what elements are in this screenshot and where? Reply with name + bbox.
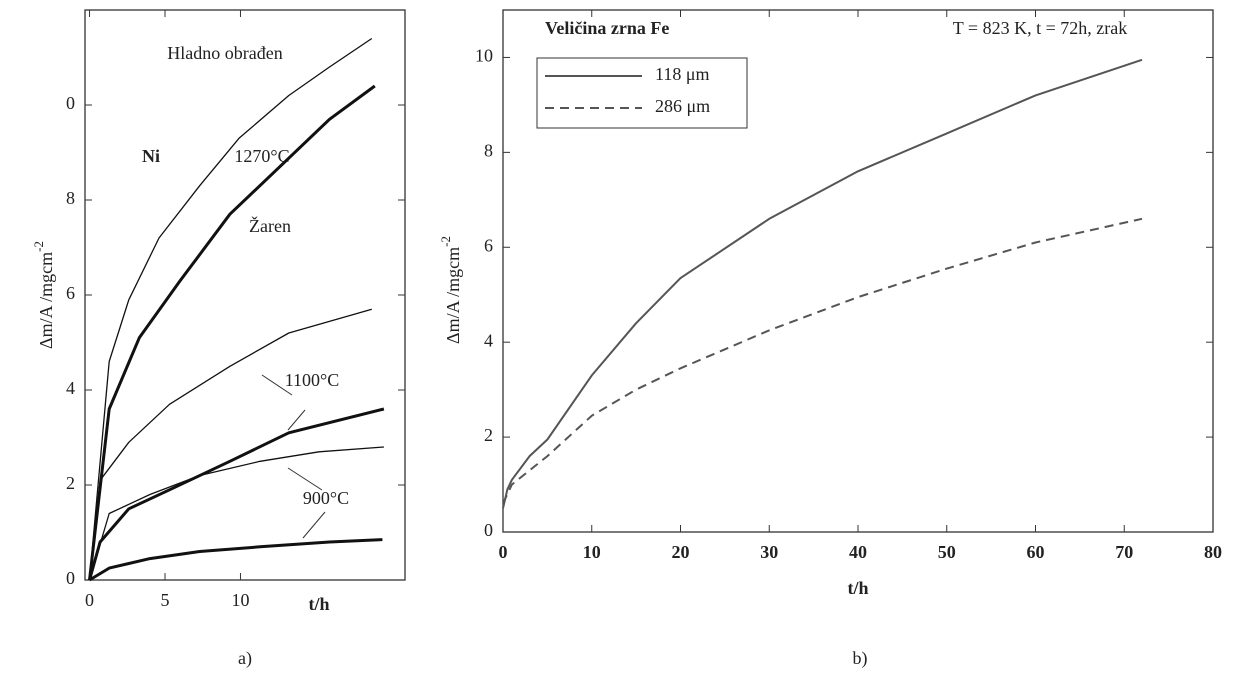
series-line: [502, 58, 1143, 509]
y-tick-label: 8: [66, 188, 75, 208]
x-tick-label: 60: [1027, 542, 1045, 562]
y-tick-label: 6: [484, 235, 493, 255]
x-tick-label: 30: [760, 542, 778, 562]
x-tick-label: 10: [231, 590, 249, 610]
y-label-text: Δm/A /mgcm: [36, 252, 56, 349]
annotation: Žaren: [249, 215, 291, 236]
y-tick-label: 0: [484, 520, 493, 540]
y-tick-label: 4: [484, 330, 493, 350]
y-tick-label: 6: [66, 283, 75, 303]
y-label-sup: -2: [31, 241, 46, 252]
x-axis-label: t/h: [308, 594, 329, 614]
legend-label: 286 μm: [655, 96, 710, 116]
series-line: [88, 446, 384, 581]
y-tick-label: 4: [66, 378, 75, 398]
y-tick-label: 2: [484, 425, 493, 445]
series-line: [88, 37, 373, 581]
subtitle: T = 823 K, t = 72h, zrak: [953, 18, 1127, 38]
y-axis-label: Δm/A /mgcm-2: [31, 241, 56, 349]
series-line: [88, 84, 376, 581]
caption: a): [238, 648, 252, 669]
y-tick-label: 0: [66, 93, 75, 113]
annotation: 900°C: [303, 488, 349, 508]
plot-frame: [84, 9, 406, 581]
y-label-text: Δm/A /mgcm: [443, 247, 463, 344]
series-line: [502, 217, 1143, 504]
x-tick-label: 0: [499, 542, 508, 562]
x-tick-label: 80: [1204, 542, 1222, 562]
x-axis-label: t/h: [847, 578, 868, 598]
annotation: Hladno obrađen: [167, 43, 282, 63]
x-tick-label: 0: [85, 590, 94, 610]
arrow: [302, 511, 326, 539]
x-tick-label: 20: [672, 542, 690, 562]
y-label-sup: -2: [438, 236, 453, 247]
y-tick-label: 2: [66, 473, 75, 493]
y-tick-label: 8: [484, 140, 493, 160]
annotation: 1100°C: [285, 370, 340, 390]
caption: b): [853, 648, 868, 669]
arrows: [261, 374, 326, 539]
x-tick-label: 70: [1115, 542, 1133, 562]
series-line: [88, 308, 372, 581]
arrow: [261, 374, 293, 396]
y-axis-label: Δm/A /mgcm-2: [438, 236, 463, 344]
annotation: 1270°C: [234, 146, 289, 166]
x-tick-label: 10: [583, 542, 601, 562]
y-tick-label: 10: [475, 46, 493, 66]
arrow: [287, 409, 306, 431]
x-tick-label: 40: [849, 542, 867, 562]
chart-title: Ni: [142, 146, 160, 166]
series-line: [88, 538, 383, 582]
chart-title: Veličina zrna Fe: [545, 18, 669, 38]
y-tick-label: 0: [66, 568, 75, 588]
arrow: [287, 467, 323, 491]
legend-label: 118 μm: [655, 64, 709, 84]
x-tick-label: 5: [161, 590, 170, 610]
x-tick-label: 50: [938, 542, 956, 562]
legend-box: [536, 57, 748, 129]
